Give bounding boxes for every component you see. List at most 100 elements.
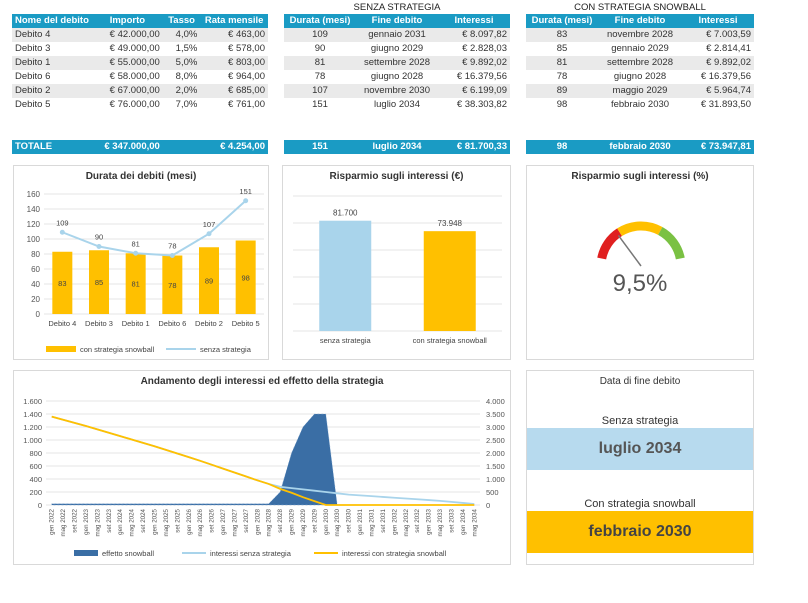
table-cell: 2,0% — [162, 84, 201, 98]
legend-label: interessi senza strategia — [210, 549, 292, 558]
total-installment: € 4.254,00 — [200, 140, 268, 154]
table-row: Debito 6 € 58.000,00 8,0% € 964,00 — [12, 70, 268, 84]
table-row: 81 settembre 2028 € 9.892,02 — [284, 56, 510, 70]
series-line-senza — [61, 200, 247, 257]
snowball-end-date: febbraio 2030 — [527, 511, 753, 553]
table-cell: € 8.097,82 — [438, 28, 510, 42]
x-tick-label: set 2032 — [414, 508, 421, 532]
line-value-label: 109 — [56, 218, 69, 227]
x-tick-label: Debito 1 — [122, 319, 150, 328]
table-row: Debito 2 € 67.000,00 2,0% € 685,00 — [12, 84, 268, 98]
y-tick-label: 400 — [29, 475, 42, 484]
x-tick-label: gen 2031 — [357, 508, 364, 534]
table-row: Debito 1 € 55.000,00 5,0% € 803,00 — [12, 56, 268, 70]
x-tick-label: mag 2032 — [403, 508, 410, 536]
gauge-value: 9,5% — [612, 270, 668, 297]
table-row: 78 giugno 2028 € 16.379,56 — [526, 70, 754, 84]
table-cell: settembre 2028 — [598, 56, 682, 70]
bar — [125, 253, 146, 314]
x-tick-label: gen 2030 — [323, 508, 330, 534]
line-point — [96, 244, 102, 249]
x-tick-label: set 2029 — [311, 508, 318, 532]
table-row: 109 gennaio 2031 € 8.097,82 — [284, 28, 510, 42]
gauge-needle — [617, 234, 642, 267]
table-cell: 8,0% — [175, 71, 198, 82]
table-row: 107 novembre 2030 € 6.199,09 — [284, 84, 510, 98]
total-interest: € 73.947,81 — [682, 140, 754, 154]
table-cell: giugno 2028 — [370, 71, 424, 82]
gauge-band — [657, 227, 685, 260]
table-cell: 78 — [556, 71, 568, 82]
table-cell: € 463,00 — [200, 28, 268, 42]
senza-strategia-table: Durata (mesi) Fine debito Interessi 109 g… — [284, 14, 510, 154]
x-tick-label: mag 2031 — [369, 508, 376, 536]
end-date-title: Data di fine debito — [599, 376, 681, 387]
y2-tick-label: 3.500 — [486, 410, 505, 419]
total-row: TOTALE € 347.000,00 € 4.254,00 — [12, 140, 268, 154]
table-row: 83 novembre 2028 € 7.003,59 — [526, 28, 754, 42]
x-tick-label: Debito 6 — [158, 319, 186, 328]
table-cell: giugno 2029 — [370, 43, 424, 54]
y-tick-label: 1.000 — [23, 436, 42, 445]
table-row: 78 giugno 2028 € 16.379,56 — [284, 70, 510, 84]
x-tick-label: gen 2027 — [220, 508, 227, 534]
chart-title: Durata dei debiti (mesi) — [85, 171, 197, 182]
col-header: Durata (mesi) — [284, 14, 356, 28]
table-cell: € 9.892,02 — [438, 56, 510, 70]
y2-tick-label: 2.000 — [486, 449, 505, 458]
total-months: 98 — [526, 140, 598, 154]
bar — [89, 250, 109, 314]
x-tick-label: gen 2026 — [186, 508, 193, 534]
table-cell: € 31.893,50 — [700, 99, 751, 110]
table-cell: 1,5% — [175, 43, 198, 54]
bar — [199, 247, 219, 314]
table-cell: gennaio 2031 — [356, 28, 438, 42]
table-cell: € 7.003,59 — [682, 28, 754, 42]
x-tick-label: set 2023 — [106, 508, 113, 532]
y-tick-label: 200 — [29, 488, 42, 497]
table-cell: € 2.828,03 — [462, 43, 507, 54]
bar — [235, 240, 256, 314]
table-cell: 107 — [284, 84, 356, 98]
x-tick-label: gen 2033 — [426, 508, 433, 534]
y2-tick-label: 2.500 — [486, 436, 505, 445]
y2-tick-label: 1.000 — [486, 475, 505, 484]
x-tick-label: con strategia snowball — [413, 336, 488, 345]
x-tick-label: mag 2030 — [334, 508, 341, 536]
bar-value-label: 85 — [95, 278, 103, 287]
line-interessi-snowball — [51, 415, 475, 506]
bar — [162, 255, 183, 314]
x-tick-label: gen 2029 — [289, 508, 296, 534]
y-tick-label: 0 — [36, 310, 41, 319]
savings-chart-panel: Risparmio sugli interessi (€) 81.700 senz… — [282, 165, 511, 360]
x-tick-label: mag 2033 — [437, 508, 444, 536]
table-cell: 7,0% — [175, 99, 198, 110]
legend-label: interessi con strategia snowball — [342, 549, 447, 558]
table-cell: € 42.000,00 — [91, 28, 163, 42]
line-value-label: 151 — [239, 187, 252, 196]
snowball-caption: CON STRATEGIA SNOWBALL — [574, 2, 706, 13]
table-row: 151 luglio 2034 € 38.303,82 — [284, 98, 510, 112]
bar-value-label: 81 — [131, 280, 139, 289]
debts-table: Nome del debito Importo Tasso Rata mensi… — [12, 14, 268, 154]
bar — [319, 220, 372, 331]
bar-value-label: 73.948 — [438, 219, 463, 228]
legend-label: con strategia snowball — [80, 345, 155, 354]
col-header: Fine debito — [356, 14, 438, 28]
table-cell: € 55.000,00 — [91, 56, 163, 70]
y-tick-label: 20 — [31, 295, 40, 304]
y-tick-label: 140 — [27, 205, 41, 214]
snowball-label: Con strategia snowball — [584, 498, 696, 510]
table-cell: € 67.000,00 — [91, 84, 163, 98]
y-tick-label: 1.400 — [23, 410, 42, 419]
y-tick-label: 120 — [27, 220, 41, 229]
x-tick-label: gen 2022 — [49, 508, 56, 534]
legend-swatch-effetto — [74, 550, 98, 556]
x-tick-label: mag 2022 — [60, 508, 67, 536]
total-row: 151 luglio 2034 € 81.700,33 — [284, 140, 510, 154]
legend-label: senza strategia — [200, 345, 252, 354]
x-tick-label: set 2027 — [243, 508, 250, 532]
x-tick-label: gen 2034 — [460, 508, 467, 534]
legend-swatch-snowball — [46, 346, 76, 352]
x-tick-label: Debito 5 — [232, 319, 260, 328]
